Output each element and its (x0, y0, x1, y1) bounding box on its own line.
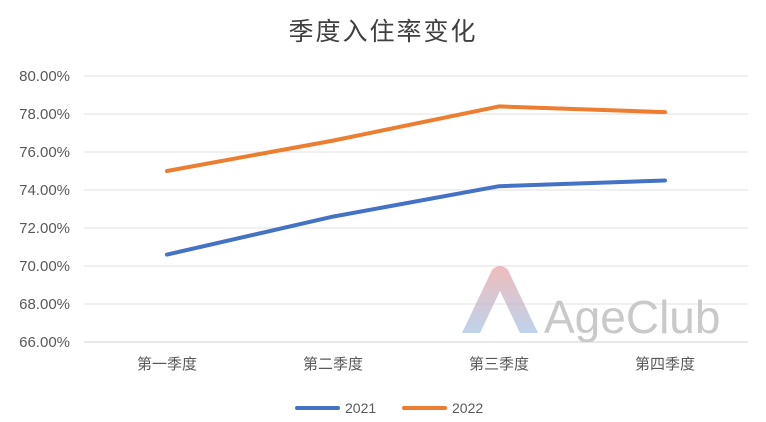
chart-title: 季度入住率变化 (288, 17, 478, 46)
x-tick-label: 第三季度 (469, 355, 529, 373)
series-lines (165, 104, 667, 257)
y-axis-tick-labels: 66.00% 68.00% 70.00% 72.00% 74.00% 76.00% 78.0… (19, 68, 70, 351)
y-tick-label: 66.00% (19, 334, 70, 351)
legend-label-2022: 2022 (452, 400, 483, 416)
y-tick-label: 74.00% (19, 182, 70, 199)
legend-label-2021: 2021 (345, 400, 376, 416)
watermark-text: AgeClub (544, 291, 720, 343)
x-axis-tick-labels: 第一季度 第二季度 第三季度 第四季度 (137, 355, 695, 373)
x-tick-label: 第四季度 (635, 355, 695, 373)
series-line-2021 (165, 178, 667, 257)
x-tick-label: 第二季度 (303, 355, 363, 373)
ageclub-logo-icon (462, 266, 538, 333)
y-tick-label: 72.00% (19, 220, 70, 237)
gridlines (84, 75, 748, 343)
y-tick-label: 78.00% (19, 106, 70, 123)
y-tick-label: 76.00% (19, 144, 70, 161)
y-tick-label: 70.00% (19, 258, 70, 275)
y-tick-label: 80.00% (19, 68, 70, 85)
legend: 2021 2022 (295, 400, 483, 416)
series-line-2022 (165, 104, 667, 173)
watermark: AgeClub (462, 266, 720, 343)
x-tick-label: 第一季度 (137, 355, 197, 373)
y-tick-label: 68.00% (19, 296, 70, 313)
